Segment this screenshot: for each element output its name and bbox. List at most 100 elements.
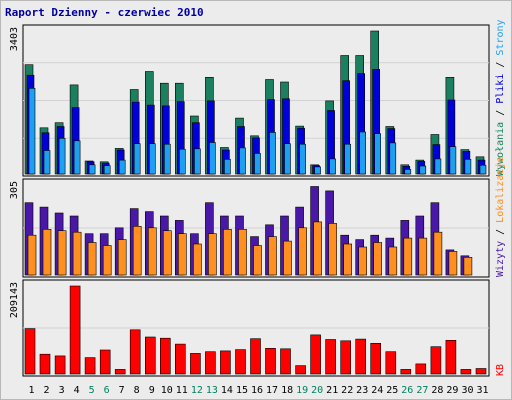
- x-tick-label-24: 24: [371, 385, 383, 396]
- bar-kb-day-18: [280, 348, 291, 375]
- x-tick-label-13: 13: [206, 385, 218, 396]
- bar-kb-day-27: [415, 363, 427, 375]
- bar-lokalizacje-day-16: [253, 245, 262, 276]
- bar-kb-day-7: [114, 369, 126, 375]
- bar-strony-day-7: [118, 159, 126, 175]
- x-tick-label-16: 16: [251, 385, 263, 396]
- x-tick-label-27: 27: [416, 385, 428, 396]
- bar-strony-day-17: [269, 132, 276, 175]
- bar-strony-day-21: [329, 158, 336, 175]
- x-tick-label-7: 7: [119, 385, 125, 396]
- x-tick-label-1: 1: [28, 385, 34, 396]
- bar-kb-day-5: [84, 357, 96, 375]
- panel-hits-ymax-label: 3403: [9, 27, 20, 51]
- bar-lokalizacje-day-18: [283, 240, 292, 276]
- x-tick-label-19: 19: [296, 385, 308, 396]
- bar-kb-day-8: [129, 329, 141, 375]
- bar-lokalizacje-day-8: [132, 226, 142, 276]
- bar-kb-day-31: [475, 368, 487, 375]
- bar-kb-day-13: [205, 351, 216, 375]
- bar-lokalizacje-day-1: [27, 234, 37, 276]
- bar-kb-day-16: [250, 338, 261, 375]
- bar-kb-day-4: [69, 285, 81, 375]
- bar-kb-day-23: [355, 338, 367, 375]
- bar-lokalizacje-day-29: [448, 251, 458, 276]
- bar-strony-day-27: [419, 165, 427, 175]
- bar-lokalizacje-day-19: [298, 227, 307, 276]
- bar-lokalizacje-day-23: [358, 246, 368, 276]
- bar-lokalizacje-day-6: [102, 245, 112, 276]
- bar-kb-day-12: [190, 353, 201, 375]
- panel-hits-label-part: /: [495, 56, 506, 74]
- x-tick-label-10: 10: [161, 385, 173, 396]
- x-tick-label-29: 29: [446, 385, 458, 396]
- bar-strony-day-26: [404, 169, 412, 175]
- bar-kb-day-30: [460, 369, 472, 375]
- x-tick-label-30: 30: [461, 385, 473, 396]
- x-tick-label-17: 17: [266, 385, 278, 396]
- bar-lokalizacje-day-5: [87, 242, 97, 276]
- bar-strony-day-1: [28, 88, 36, 175]
- bar-lokalizacje-day-3: [57, 230, 67, 276]
- bar-strony-day-30: [464, 159, 472, 175]
- chart-panels: 3403 Wywołania / Pliki / Strony 305 Wizyty …: [9, 19, 506, 377]
- x-tick-label-21: 21: [326, 385, 338, 396]
- bar-kb-day-9: [145, 336, 156, 375]
- bar-strony-day-5: [88, 164, 96, 175]
- x-tick-label-5: 5: [89, 385, 95, 396]
- bar-lokalizacje-day-11: [178, 233, 187, 276]
- series-lokalizacje: [27, 221, 473, 276]
- bar-lokalizacje-day-30: [463, 256, 473, 276]
- bar-kb-day-2: [39, 353, 51, 375]
- x-tick-label-31: 31: [476, 385, 488, 396]
- bar-lokalizacje-day-27: [418, 237, 428, 276]
- bar-strony-day-24: [374, 133, 382, 175]
- bar-strony-day-20: [314, 166, 321, 175]
- bar-lokalizacje-day-7: [117, 239, 127, 276]
- series-kb: [24, 285, 487, 375]
- bar-strony-day-6: [103, 165, 111, 175]
- bar-lokalizacje-day-25: [388, 246, 398, 276]
- x-tick-label-11: 11: [176, 385, 188, 396]
- bar-strony-day-3: [58, 138, 66, 175]
- bar-strony-day-22: [344, 143, 352, 175]
- x-tick-label-3: 3: [59, 385, 65, 396]
- chart-title: Raport Dzienny - czerwiec 2010: [5, 6, 204, 19]
- bar-lokalizacje-day-24: [373, 242, 383, 276]
- bar-lokalizacje-day-21: [328, 223, 337, 276]
- bar-strony-day-10: [164, 143, 171, 175]
- x-tick-label-18: 18: [281, 385, 293, 396]
- x-tick-label-2: 2: [43, 385, 49, 396]
- bar-kb-day-20: [310, 334, 321, 375]
- x-tick-label-15: 15: [236, 385, 248, 396]
- x-tick-label-23: 23: [356, 385, 368, 396]
- bar-kb-day-15: [235, 349, 246, 375]
- panel-kb-series-label: KB: [495, 364, 506, 376]
- bar-lokalizacje-day-2: [42, 229, 52, 276]
- x-tick-label-12: 12: [191, 385, 203, 396]
- bar-strony-day-11: [179, 148, 186, 175]
- x-tick-label-9: 9: [149, 385, 155, 396]
- panel-visits-label-part: /: [495, 223, 506, 241]
- bar-lokalizacje-day-4: [72, 231, 82, 276]
- bar-strony-day-15: [239, 147, 246, 175]
- bar-lokalizacje-day-13: [208, 233, 217, 276]
- bar-lokalizacje-day-12: [193, 243, 202, 276]
- bar-strony-day-8: [133, 143, 141, 175]
- panel-hits-label-part: /: [495, 104, 506, 122]
- bar-strony-day-18: [284, 143, 291, 175]
- panel-visits: 305 Wizyty / Lokalizacje: [9, 157, 506, 278]
- bar-strony-day-13: [209, 142, 216, 175]
- bar-strony-day-23: [359, 131, 367, 175]
- bar-strony-day-9: [149, 143, 156, 175]
- panel-hits-label-part: Pliki: [495, 74, 506, 104]
- x-axis-labels: 1 2 3 4 5 6 7 8 9 10 11 12 13 14 15 16 17 18 19 20 21 22 23 24 2…: [28, 385, 488, 396]
- bar-strony-day-25: [389, 142, 397, 175]
- bar-kb-day-28: [430, 346, 442, 375]
- panel-kb-label-part: KB: [495, 364, 506, 376]
- x-tick-label-4: 4: [74, 385, 80, 396]
- bar-kb-day-1: [24, 328, 36, 375]
- panel-kb: 209143 KB: [9, 279, 506, 377]
- x-tick-label-26: 26: [401, 385, 413, 396]
